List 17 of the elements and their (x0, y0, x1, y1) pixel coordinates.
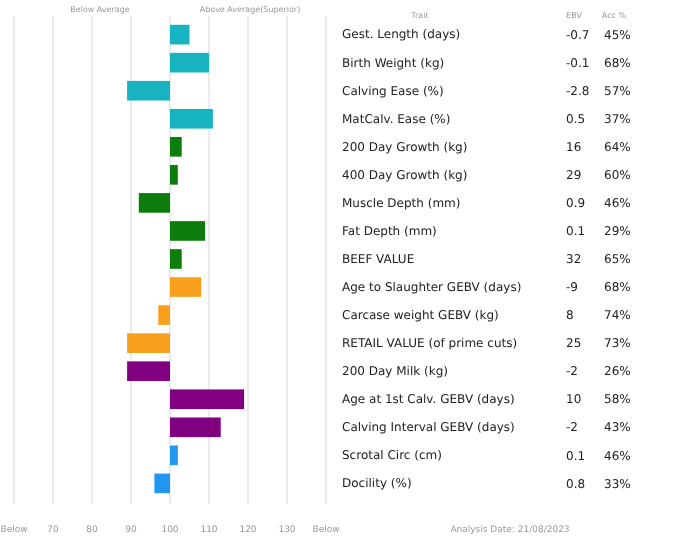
bar (154, 473, 170, 494)
bar (158, 305, 170, 325)
bar (170, 108, 213, 129)
bar (170, 136, 182, 157)
bar (170, 24, 190, 45)
bar (138, 193, 170, 213)
bar (170, 52, 209, 73)
bar (170, 249, 182, 269)
bar (170, 445, 178, 466)
bar (170, 389, 245, 410)
bar (127, 333, 170, 353)
bar (170, 277, 202, 297)
bar (127, 80, 170, 101)
bar (170, 165, 178, 185)
bar (170, 221, 206, 241)
bar (170, 417, 221, 438)
bar (127, 361, 170, 382)
